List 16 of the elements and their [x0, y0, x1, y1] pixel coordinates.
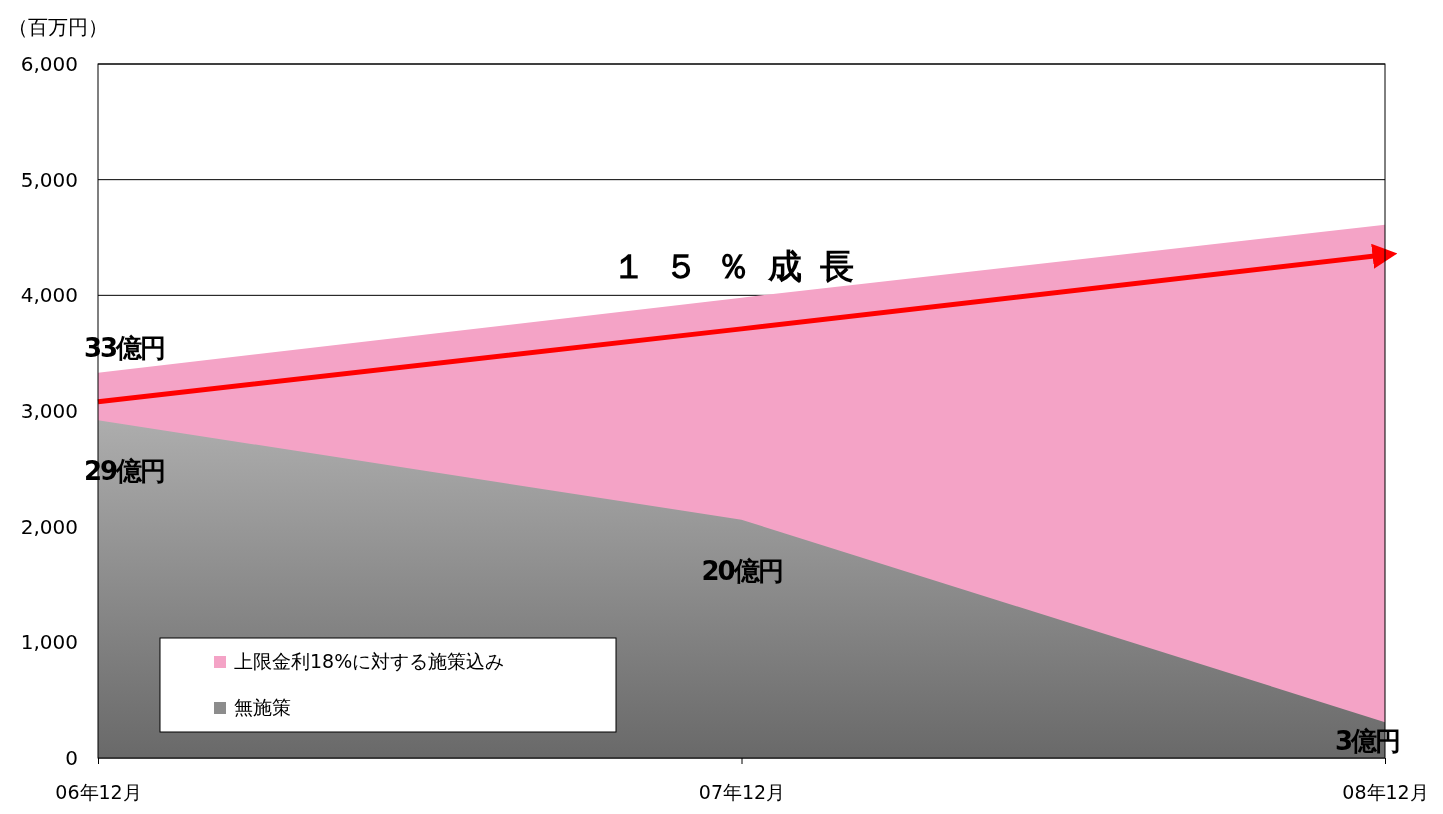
- x-tick-label: 06年12月: [55, 781, 142, 804]
- x-tick-label: 08年12月: [1342, 781, 1429, 804]
- y-tick-label: 2,000: [20, 514, 78, 539]
- y-tick-label: 3,000: [20, 398, 78, 423]
- annotation: 33億円: [84, 332, 165, 363]
- y-tick-label: 6,000: [20, 51, 78, 76]
- annotation: 20億円: [701, 555, 782, 586]
- annotation: １５％成長: [611, 246, 872, 286]
- x-tick-label: 07年12月: [698, 781, 786, 804]
- legend-label: 無施策: [234, 696, 291, 718]
- y-tick-label: 4,000: [20, 283, 78, 308]
- y-axis-title: （百万円）: [8, 15, 108, 39]
- y-tick-label: 5,000: [20, 167, 78, 192]
- y-tick-label: 1,000: [20, 630, 78, 655]
- legend-label: 上限金利18%に対する施策込み: [234, 650, 505, 672]
- y-tick-label: 0: [65, 745, 78, 770]
